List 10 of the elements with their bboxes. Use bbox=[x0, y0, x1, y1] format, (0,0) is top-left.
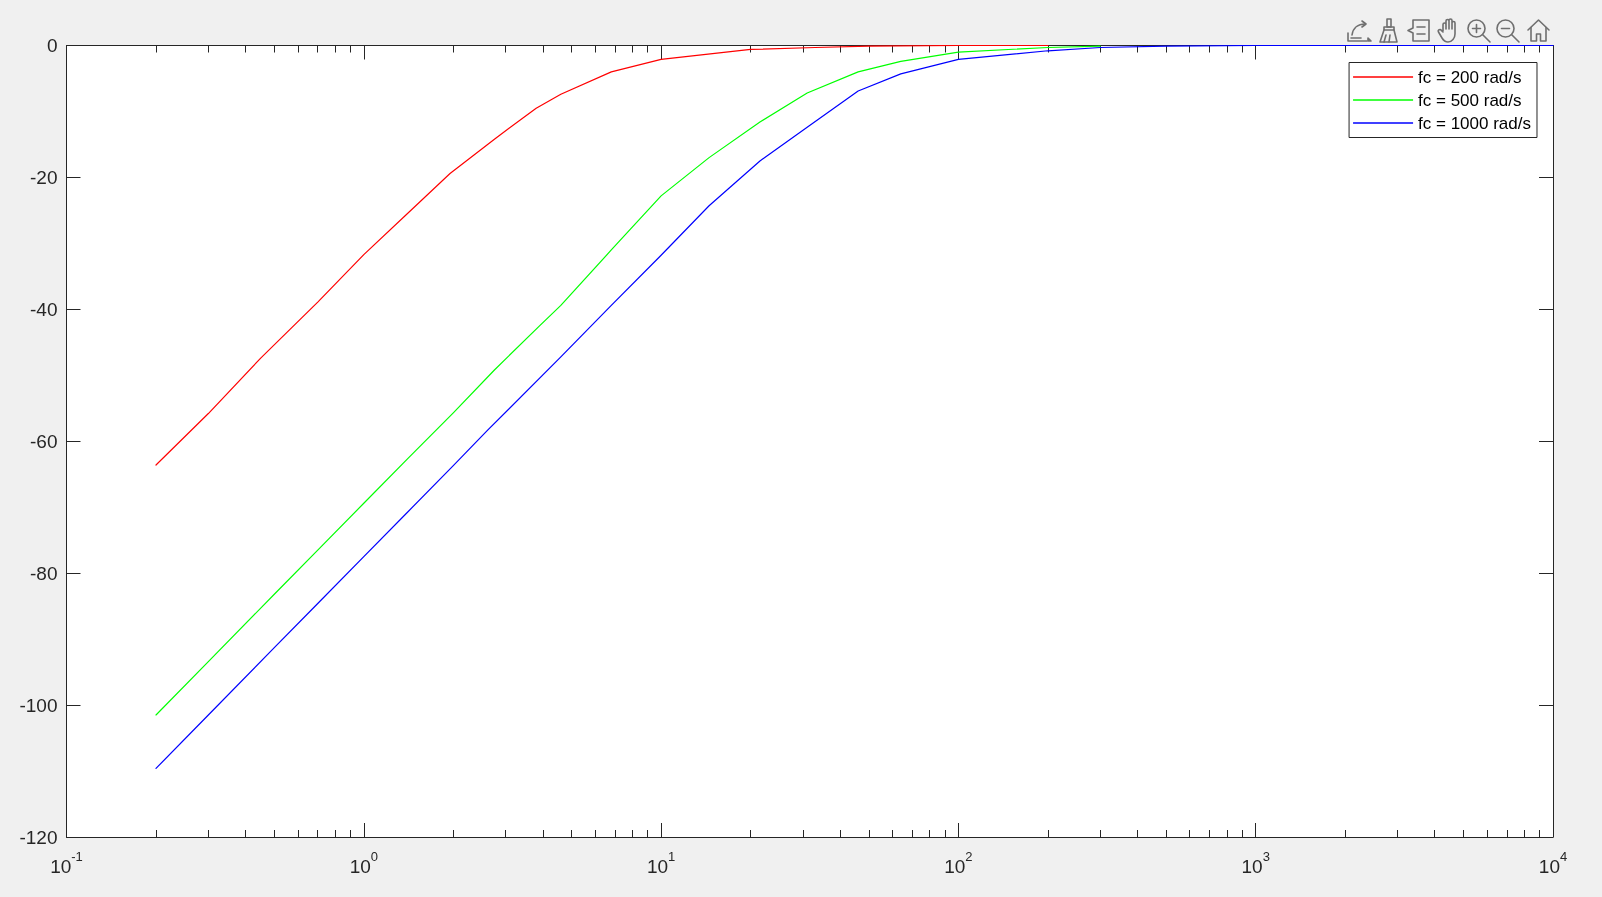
y-tick-label: -100 bbox=[19, 694, 58, 716]
legend-label: fc = 500 rad/s bbox=[1418, 90, 1522, 110]
legend-label: fc = 1000 rad/s bbox=[1418, 113, 1532, 133]
y-tick-label: -20 bbox=[30, 166, 58, 188]
y-tick-label: 0 bbox=[46, 35, 58, 56]
legend-label: fc = 200 rad/s bbox=[1418, 67, 1522, 87]
y-tick-label: -80 bbox=[30, 562, 58, 584]
y-tick-label: -120 bbox=[19, 826, 58, 848]
y-tick-label: -60 bbox=[30, 430, 58, 452]
y-tick-label: -40 bbox=[30, 298, 58, 320]
